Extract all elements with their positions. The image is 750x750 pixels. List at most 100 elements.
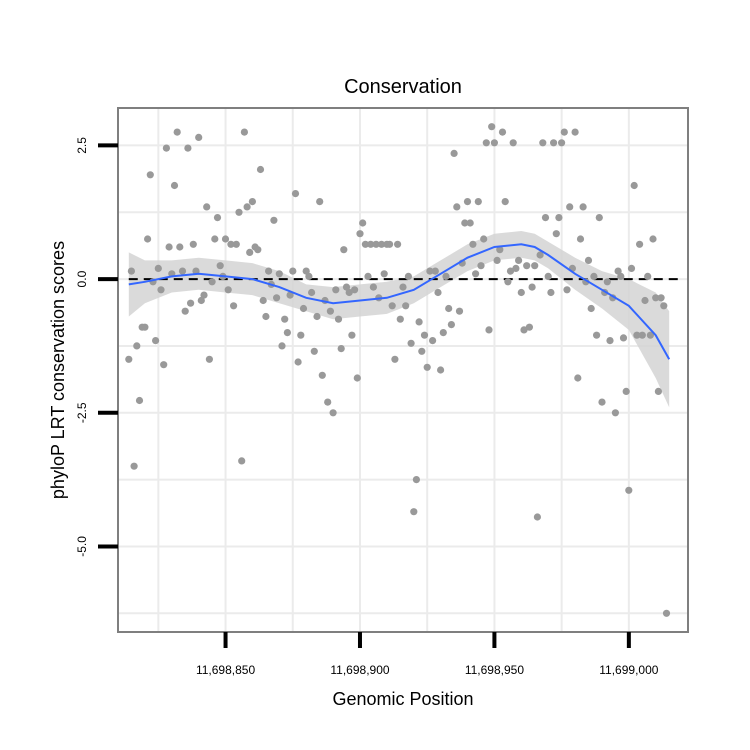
data-point bbox=[501, 198, 509, 206]
data-point bbox=[189, 240, 197, 248]
data-point bbox=[453, 203, 461, 211]
data-point bbox=[412, 476, 420, 484]
data-point bbox=[504, 278, 512, 286]
data-point bbox=[369, 283, 377, 291]
data-point bbox=[133, 342, 141, 350]
data-point bbox=[125, 355, 133, 363]
y-tick-label: 2.5 bbox=[75, 137, 89, 154]
panel-border bbox=[117, 107, 689, 633]
data-point bbox=[281, 315, 289, 323]
data-point bbox=[170, 181, 179, 190]
data-point bbox=[525, 323, 534, 331]
data-point bbox=[127, 267, 135, 275]
data-point bbox=[246, 248, 254, 256]
data-point bbox=[265, 267, 273, 275]
data-point bbox=[550, 139, 558, 147]
data-point bbox=[426, 267, 434, 275]
data-point bbox=[622, 387, 630, 395]
data-point bbox=[480, 235, 488, 243]
data-point bbox=[345, 288, 353, 297]
data-point bbox=[593, 331, 601, 339]
data-point bbox=[130, 462, 138, 470]
data-point bbox=[520, 326, 528, 334]
smooth-fit-line bbox=[128, 243, 671, 360]
data-point bbox=[477, 262, 485, 270]
data-point bbox=[644, 272, 652, 280]
data-point bbox=[619, 334, 628, 342]
data-point bbox=[493, 256, 501, 264]
data-point bbox=[221, 235, 230, 243]
data-point bbox=[498, 128, 507, 136]
data-point bbox=[528, 283, 536, 291]
data-point bbox=[377, 240, 386, 248]
data-point bbox=[332, 286, 340, 294]
data-point bbox=[160, 361, 168, 369]
data-point bbox=[165, 243, 173, 251]
data-point bbox=[657, 294, 665, 302]
data-point bbox=[157, 286, 165, 294]
data-point bbox=[299, 304, 308, 313]
data-point bbox=[256, 165, 265, 174]
data-point bbox=[359, 219, 367, 227]
data-point bbox=[523, 262, 531, 270]
data-point bbox=[496, 246, 504, 254]
data-point bbox=[262, 312, 270, 321]
plot-panel bbox=[118, 108, 688, 632]
chart-title: Conservation bbox=[344, 76, 462, 98]
data-point bbox=[238, 457, 246, 465]
data-point bbox=[590, 272, 598, 280]
data-point bbox=[533, 513, 542, 521]
data-point bbox=[455, 307, 464, 315]
data-point bbox=[544, 272, 552, 280]
data-point bbox=[630, 181, 638, 190]
data-point bbox=[447, 321, 455, 329]
data-point bbox=[423, 363, 431, 371]
data-point bbox=[205, 355, 213, 363]
data-point bbox=[407, 339, 415, 347]
y-tick-label: -2.5 bbox=[75, 402, 89, 423]
x-tick-label: 11,698,850 bbox=[196, 663, 255, 677]
data-point bbox=[662, 609, 671, 617]
data-point bbox=[141, 323, 149, 331]
data-point bbox=[208, 278, 216, 286]
data-point bbox=[595, 214, 603, 222]
data-point bbox=[517, 288, 525, 297]
data-point bbox=[638, 331, 646, 339]
data-point bbox=[512, 264, 520, 272]
data-point bbox=[178, 267, 187, 275]
data-point bbox=[636, 240, 644, 248]
data-point bbox=[442, 272, 450, 280]
data-point bbox=[342, 283, 351, 291]
x-axis-title: Genomic Position bbox=[332, 689, 473, 709]
data-point bbox=[184, 144, 192, 152]
data-point bbox=[418, 347, 426, 355]
data-point bbox=[439, 329, 447, 337]
data-point bbox=[574, 374, 582, 382]
data-point bbox=[291, 190, 300, 198]
data-point bbox=[641, 296, 649, 305]
data-point bbox=[216, 262, 224, 270]
data-point bbox=[431, 267, 439, 275]
data-point bbox=[450, 149, 458, 157]
data-point bbox=[313, 312, 321, 321]
data-point bbox=[437, 366, 445, 374]
data-point bbox=[463, 198, 472, 206]
data-point bbox=[356, 230, 364, 238]
data-point bbox=[302, 267, 310, 275]
data-point bbox=[353, 374, 361, 382]
data-point bbox=[633, 331, 641, 339]
data-point bbox=[488, 123, 496, 131]
data-point bbox=[539, 139, 547, 147]
x-axis: 11,698,850 11,698,900 11,698,950 11,699,000 bbox=[196, 632, 659, 677]
data-point bbox=[434, 288, 442, 297]
data-point bbox=[482, 139, 490, 147]
data-point bbox=[361, 240, 369, 248]
data-points bbox=[125, 123, 671, 617]
data-point bbox=[144, 235, 152, 243]
data-point bbox=[566, 203, 574, 211]
data-point bbox=[270, 216, 278, 224]
data-point bbox=[232, 240, 240, 248]
data-point bbox=[367, 240, 375, 248]
data-point bbox=[318, 371, 326, 379]
data-point bbox=[555, 214, 563, 222]
